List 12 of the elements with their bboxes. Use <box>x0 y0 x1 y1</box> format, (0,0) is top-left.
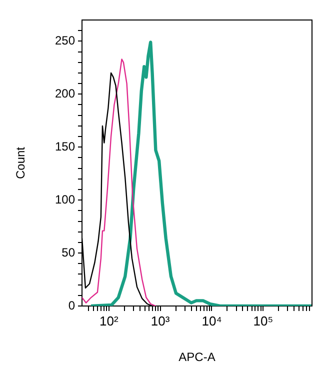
y-tick-label: 50 <box>62 245 76 260</box>
y-axis-title: Count <box>14 146 28 180</box>
y-tick-label: 0 <box>68 298 76 312</box>
x-axis-title: APC-A <box>178 350 216 364</box>
y-tick-label: 150 <box>54 139 76 154</box>
y-tick-label: 100 <box>54 192 76 206</box>
x-tick-label: 10² <box>99 313 119 328</box>
y-tick-label: 250 <box>54 34 76 48</box>
x-tick-label: 10³ <box>150 313 170 328</box>
x-tick-label: 10⁵ <box>253 313 274 328</box>
x-tick-label: 10⁴ <box>202 313 222 328</box>
y-tick-label: 200 <box>54 86 76 100</box>
